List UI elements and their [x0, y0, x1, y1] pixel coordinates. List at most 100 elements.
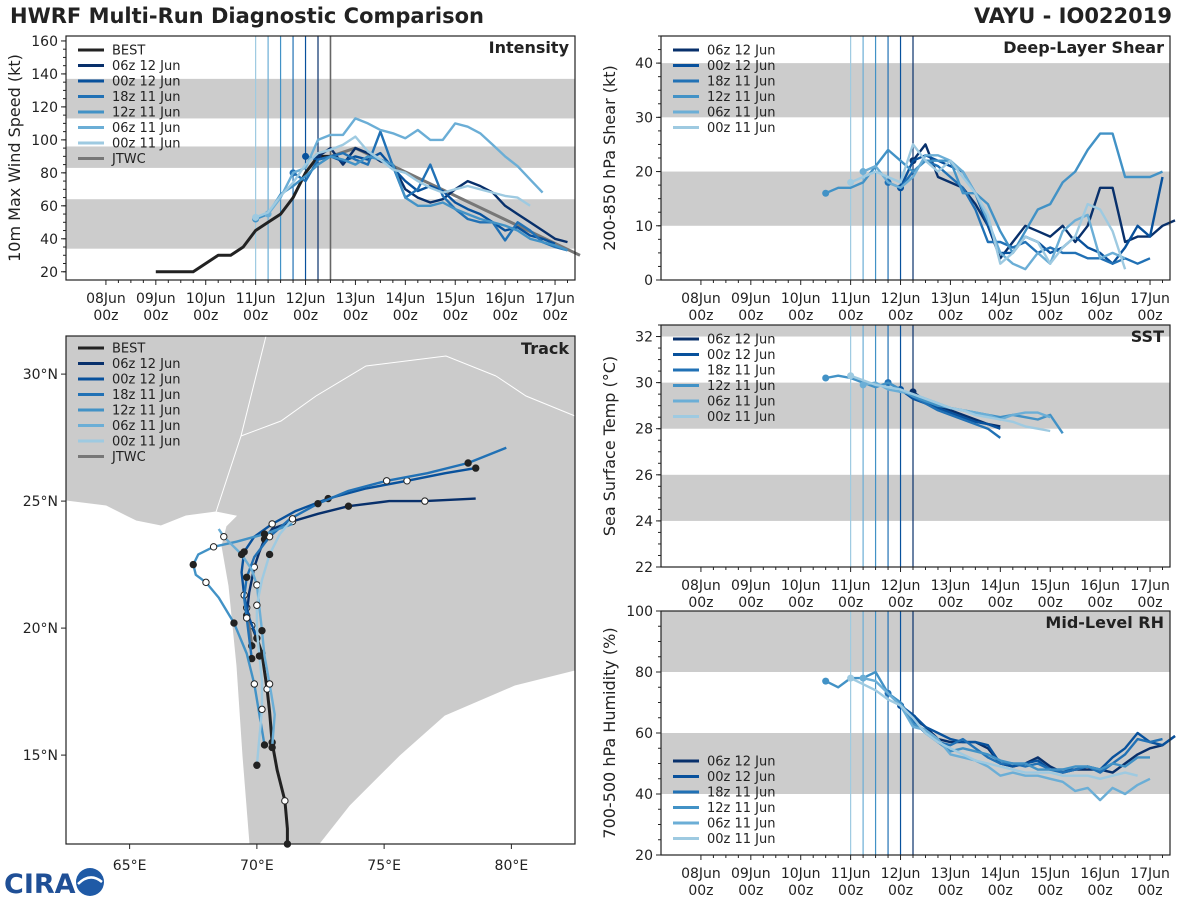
- x-tick-hour: 00z: [1088, 883, 1113, 899]
- y-tick-label: 20: [40, 265, 58, 281]
- shaded-band: [661, 611, 1170, 672]
- axes-frame: [65, 335, 576, 845]
- x-tick-label: 65°E: [113, 858, 147, 874]
- track-point-marker: [464, 459, 472, 467]
- run-start-marker: [302, 152, 310, 160]
- x-tick-label: 11Jun: [236, 291, 276, 307]
- series-line: [317, 146, 568, 244]
- x-tick-hour: 00z: [688, 308, 713, 324]
- track-point-marker: [189, 560, 197, 569]
- series-line: [862, 676, 1151, 802]
- x-tick-label: 16Jun: [1080, 578, 1120, 594]
- track-point-marker: [268, 743, 276, 752]
- x-tick-label: 11Jun: [831, 866, 871, 882]
- legend-label: 06z 12 Jun: [112, 357, 181, 372]
- track-point-marker: [288, 515, 297, 523]
- x-tick-label: 75°E: [367, 858, 401, 874]
- legend-label: 06z 12 Jun: [707, 755, 776, 770]
- run-start-marker: [847, 674, 855, 682]
- track-point-marker: [260, 530, 269, 538]
- y-tick-label: 40: [635, 56, 653, 72]
- cira-logo: CIRA: [4, 868, 104, 898]
- country-border: [240, 355, 497, 437]
- y-tick-label: 100: [31, 133, 58, 149]
- legend-label: JTWC: [111, 450, 146, 465]
- track-point-marker: [260, 741, 269, 749]
- legend-label: 00z 12 Jun: [112, 373, 181, 388]
- x-tick-label: 08Jun: [681, 291, 721, 307]
- shaded-band: [66, 199, 575, 249]
- track-point-marker: [220, 532, 228, 541]
- y-tick-label: 120: [31, 100, 58, 116]
- legend-label: 06z 11 Jun: [707, 395, 776, 410]
- y-tick-label: 80: [635, 665, 653, 681]
- x-tick-hour: 00z: [1088, 595, 1113, 611]
- x-tick-hour: 00z: [888, 595, 913, 611]
- legend-label: 00z 11 Jun: [707, 410, 776, 425]
- x-tick-label: 11Jun: [831, 291, 871, 307]
- x-tick-label: 10Jun: [781, 578, 821, 594]
- track-point-marker: [344, 502, 353, 510]
- track-point-marker: [382, 477, 391, 485]
- legend-label: 06z 12 Jun: [707, 44, 776, 59]
- cira-logo-text: CIRA: [4, 869, 76, 898]
- track-point-marker: [242, 573, 251, 581]
- x-tick-hour: 00z: [1038, 308, 1063, 324]
- panel-title: Deep-Layer Shear: [1003, 38, 1164, 57]
- y-tick-label: 20: [635, 848, 653, 864]
- x-tick-hour: 00z: [788, 595, 813, 611]
- x-tick-hour: 00z: [788, 883, 813, 899]
- x-tick-hour: 00z: [788, 308, 813, 324]
- y-tick-label: 160: [31, 34, 58, 50]
- track-point-marker: [281, 797, 289, 805]
- legend-label: 00z 11 Jun: [707, 832, 776, 847]
- x-tick-hour: 00z: [688, 595, 713, 611]
- track-point-marker: [253, 601, 261, 609]
- x-tick-hour: 00z: [988, 595, 1013, 611]
- x-tick-hour: 00z: [888, 883, 913, 899]
- x-tick-label: 12Jun: [881, 866, 921, 882]
- run-start-marker: [859, 381, 867, 389]
- series-line: [255, 155, 568, 252]
- x-tick-label: 15Jun: [1030, 291, 1070, 307]
- y-tick-label: 15°N: [23, 748, 58, 764]
- y-tick-label: 100: [626, 604, 653, 620]
- panel-rh: 2040608010008Jun00z09Jun00z10Jun00z11Jun…: [600, 604, 1176, 899]
- y-tick-label: 24: [635, 514, 653, 530]
- x-tick-label: 13Jun: [336, 291, 376, 307]
- x-tick-hour: 00z: [738, 595, 763, 611]
- x-tick-hour: 00z: [143, 308, 168, 324]
- track-line: [255, 518, 294, 766]
- x-tick-hour: 00z: [443, 308, 468, 324]
- track-point-marker: [253, 761, 261, 769]
- x-tick-hour: 00z: [988, 308, 1013, 324]
- track-point-marker: [202, 578, 210, 587]
- x-tick-hour: 00z: [938, 308, 963, 324]
- shaded-band: [66, 78, 575, 119]
- x-tick-label: 13Jun: [931, 866, 971, 882]
- legend-label: 18z 11 Jun: [707, 75, 776, 90]
- x-tick-label: 10Jun: [186, 291, 226, 307]
- x-tick-hour: 00z: [988, 883, 1013, 899]
- series-line: [899, 388, 1001, 430]
- x-tick-hour: 00z: [1088, 308, 1113, 324]
- track-line: [192, 522, 293, 746]
- x-tick-label: 08Jun: [681, 578, 721, 594]
- y-axis-label: 10m Max Wind Speed (kt): [5, 54, 24, 262]
- x-tick-label: 15Jun: [1030, 866, 1070, 882]
- x-tick-hour: 00z: [1137, 883, 1162, 899]
- x-tick-hour: 00z: [888, 308, 913, 324]
- legend-label: 12z 11 Jun: [707, 379, 776, 394]
- x-tick-hour: 00z: [1137, 595, 1162, 611]
- x-tick-label: 13Jun: [931, 291, 971, 307]
- panel-shear: 01020304008Jun00z09Jun00z10Jun00z11Jun00…: [600, 35, 1176, 324]
- legend-label: BEST: [112, 342, 145, 357]
- country-border: [215, 335, 267, 513]
- x-tick-hour: 00z: [93, 308, 118, 324]
- y-axis-label: 700-500 hPa Humidity (%): [600, 627, 619, 838]
- x-tick-label: 14Jun: [980, 578, 1020, 594]
- y-tick-label: 25°N: [23, 494, 58, 510]
- x-tick-hour: 00z: [393, 308, 418, 324]
- y-tick-label: 40: [635, 787, 653, 803]
- legend-label: 00z 11 Jun: [112, 435, 181, 450]
